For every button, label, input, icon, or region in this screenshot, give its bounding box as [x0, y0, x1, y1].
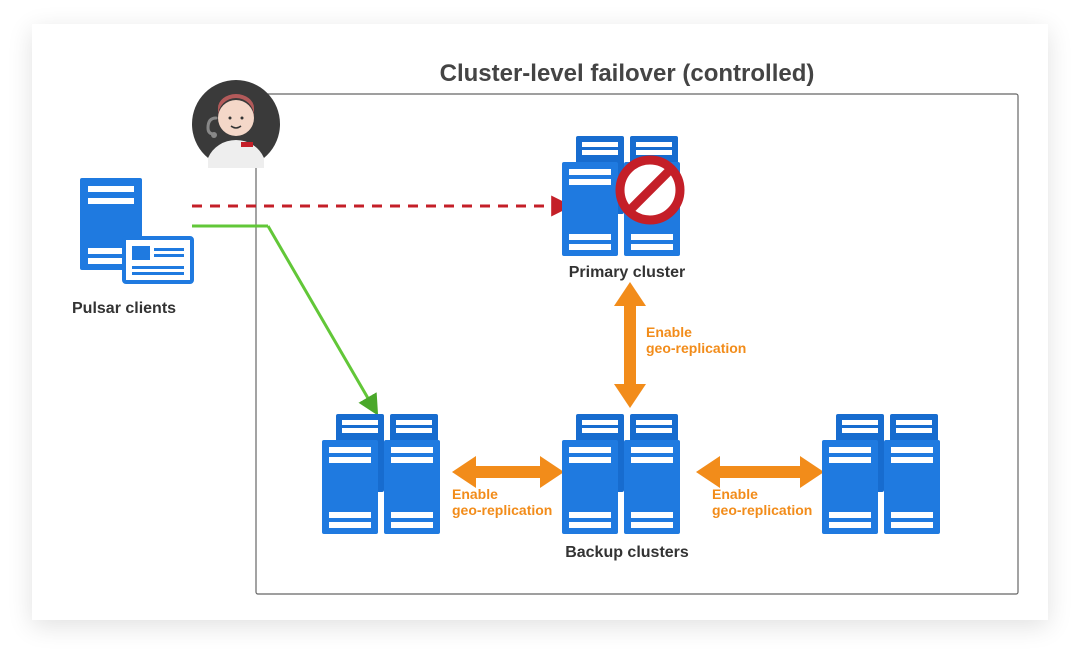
- diagram-stage: Cluster-level failover (controlled): [32, 24, 1048, 620]
- backup-clusters-label: Backup clusters: [532, 544, 722, 562]
- geo-arrow-h2: [696, 456, 824, 488]
- geo-label-h1: Enablegeo-replication: [452, 486, 552, 518]
- diagram-svg: [32, 24, 1048, 620]
- geo-arrow-h1: [452, 456, 564, 488]
- geo-label-v: Enablegeo-replication: [646, 324, 746, 356]
- pulsar-clients-label: Pulsar clients: [72, 300, 212, 318]
- primary-cluster-icon: [562, 136, 680, 256]
- blocked-icon: [620, 160, 680, 220]
- diagram-card: Cluster-level failover (controlled): [32, 24, 1048, 620]
- geo-arrow-vertical: [614, 282, 646, 408]
- pulsar-client-icon: [80, 178, 192, 282]
- backup-cluster-2-icon: [562, 414, 680, 534]
- backup-cluster-3-icon: [822, 414, 940, 534]
- admin-icon: [192, 80, 280, 168]
- backup-cluster-1-icon: [322, 414, 440, 534]
- geo-label-h2: Enablegeo-replication: [712, 486, 812, 518]
- arrow-to-backup-diag: [268, 226, 376, 412]
- primary-cluster-label: Primary cluster: [532, 264, 722, 282]
